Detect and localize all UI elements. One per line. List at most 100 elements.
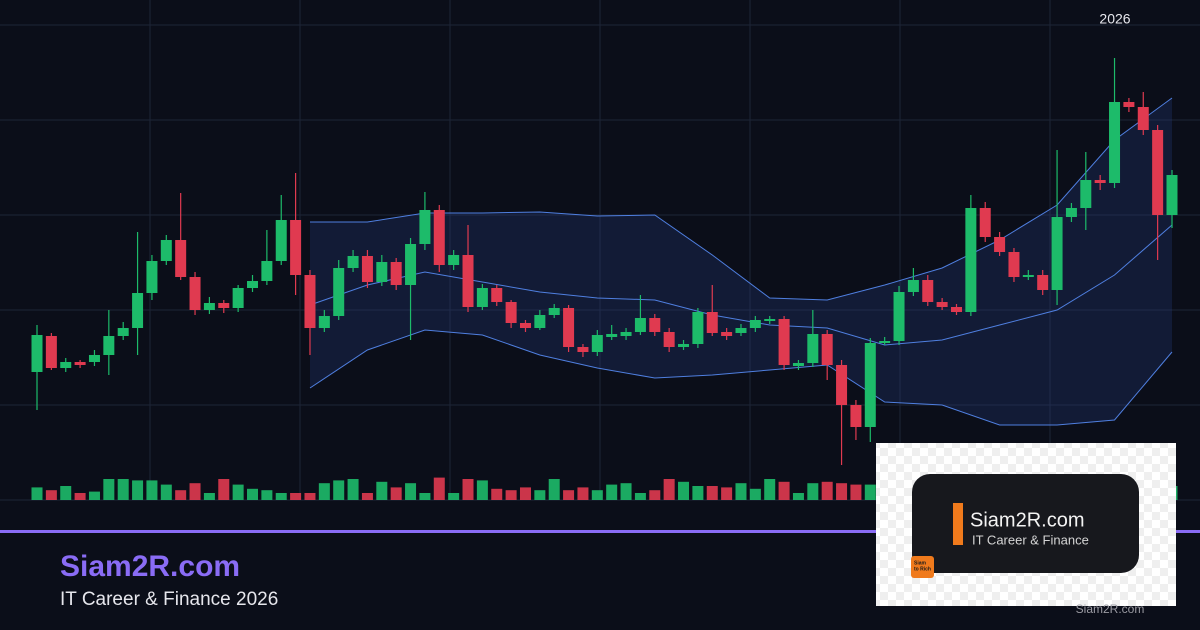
candle-body: [534, 315, 546, 328]
volume-bar: [663, 479, 675, 500]
candle-body: [836, 365, 848, 405]
candle-body: [160, 240, 172, 261]
candle-body: [821, 334, 833, 365]
candle-body: [333, 268, 345, 316]
volume-bar: [203, 493, 215, 500]
candle-body: [634, 318, 646, 332]
candle-body: [132, 293, 144, 328]
candle-body: [792, 363, 804, 366]
candle-body: [347, 256, 359, 268]
candle-body: [994, 237, 1006, 252]
volume-bar: [634, 493, 646, 500]
candle-body: [936, 302, 948, 307]
candle-body: [1037, 275, 1049, 290]
volume-bar: [764, 479, 776, 500]
candle-body: [88, 355, 100, 362]
candle-body: [261, 261, 273, 281]
volume-bar: [88, 491, 100, 500]
band-upper: [310, 97, 1173, 301]
candle-body: [433, 210, 445, 265]
candle-body: [778, 319, 790, 365]
logo-badge: [911, 556, 934, 578]
volume-bar: [821, 481, 833, 500]
volume-bar: [649, 490, 661, 500]
candle-body: [505, 302, 517, 323]
volume-bar: [146, 480, 158, 500]
candle-body: [390, 262, 402, 285]
volume-bar: [405, 483, 417, 500]
candle-body: [706, 312, 718, 333]
logo-card: [912, 474, 1139, 573]
candle-body: [376, 262, 388, 282]
volume-bar: [491, 488, 503, 500]
candle-body: [232, 288, 244, 308]
candle-body: [247, 281, 259, 288]
candle-body: [74, 362, 86, 365]
volume-bar: [160, 484, 172, 500]
candle-body: [749, 320, 761, 328]
volume-bar: [347, 479, 359, 500]
candle-body: [462, 255, 474, 307]
volume-bar: [706, 486, 718, 500]
volume-bar: [232, 484, 244, 500]
volume-bar: [117, 479, 129, 500]
candle-body: [60, 362, 72, 368]
volume-bar: [45, 490, 57, 500]
volume-bar: [692, 486, 704, 500]
volume-bar: [290, 493, 302, 500]
volume-bar: [361, 493, 373, 500]
candle-body: [879, 341, 891, 343]
volume-bar: [534, 490, 546, 500]
volume-bar: [577, 487, 589, 500]
candle-body: [405, 244, 417, 285]
candle-body: [649, 318, 661, 332]
candle-body: [476, 288, 488, 307]
volume-bar: [376, 481, 388, 500]
volume-bar: [218, 479, 230, 500]
volume-bar: [433, 477, 445, 500]
candle-body: [117, 328, 129, 336]
volume-bar: [103, 479, 115, 500]
volume-bar: [60, 486, 72, 500]
volume-bar: [836, 483, 848, 500]
volume-bar: [31, 487, 43, 500]
volume-bar: [132, 480, 144, 500]
candle-body: [965, 208, 977, 312]
candle-body: [721, 332, 733, 336]
volume-bar: [721, 487, 733, 500]
candle-body: [606, 334, 618, 337]
volume-bar: [74, 493, 86, 500]
logo-bar: [953, 503, 963, 545]
volume-bar: [519, 487, 531, 500]
candle-body: [807, 334, 819, 363]
candle-body: [1051, 217, 1063, 290]
candle-body: [189, 277, 201, 310]
candle-body: [663, 332, 675, 347]
candle-body: [218, 303, 230, 308]
volume-bar: [304, 493, 316, 500]
volume-bar: [275, 493, 287, 500]
volume-bar: [864, 484, 876, 500]
candle-body: [735, 328, 747, 333]
logo-tagline: IT Career & Finance: [972, 532, 1089, 547]
candle-body: [448, 255, 460, 265]
volume-bar: [175, 490, 187, 500]
logo-panel: Siam2R.com IT Career & Finance Siam to R…: [876, 443, 1176, 616]
candle-body: [419, 210, 431, 244]
candle-body: [979, 208, 991, 237]
logo-badge-text: to Rich: [914, 566, 931, 572]
candle-body: [764, 319, 776, 321]
logo-name: Siam2R.com: [970, 509, 1084, 531]
candle-body: [275, 220, 287, 261]
plot: [31, 58, 1178, 500]
candle-body: [45, 336, 57, 368]
logo-footer: Siam2R.com: [1076, 602, 1145, 616]
volume-bar: [462, 479, 474, 500]
candle-body: [692, 312, 704, 344]
band-fill: [310, 98, 1172, 425]
candle-body: [203, 303, 215, 310]
candle-body: [1022, 275, 1034, 277]
candle-body: [1065, 208, 1077, 217]
volume-bar: [678, 481, 690, 500]
